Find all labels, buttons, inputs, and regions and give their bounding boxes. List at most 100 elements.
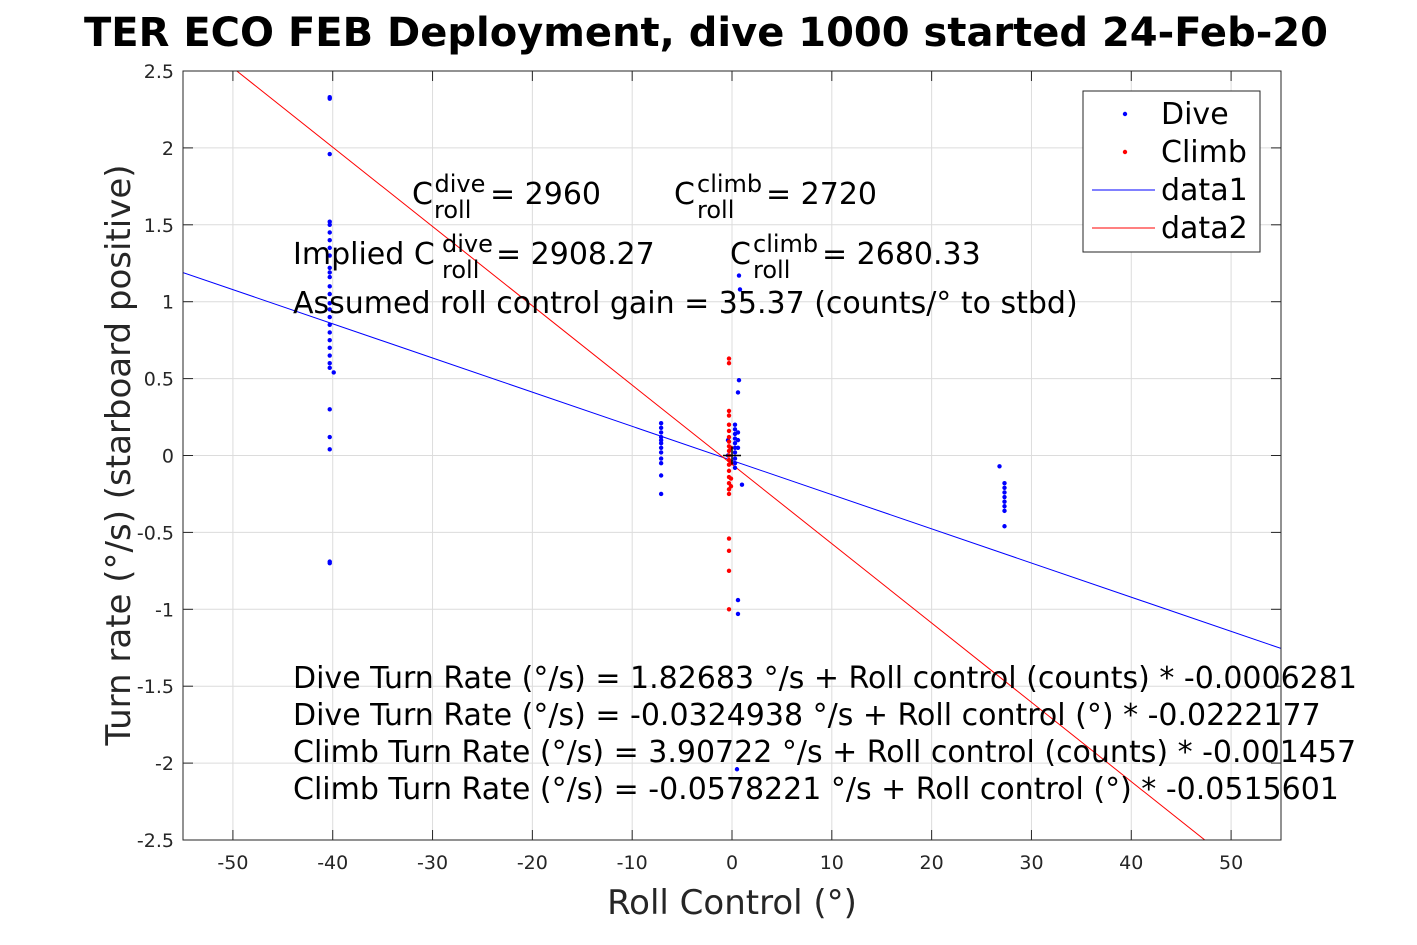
y-tick-label: -1: [155, 599, 174, 621]
climb-point: [726, 413, 732, 418]
y-tick-label: 0.5: [144, 369, 174, 391]
dive-point: [327, 270, 332, 275]
dive-point: [739, 482, 745, 487]
dive-point: [732, 460, 738, 466]
dive-point: [658, 450, 664, 455]
dive-point: [1002, 494, 1007, 500]
climb-point: [726, 356, 732, 361]
y-tick-label: 0: [162, 446, 174, 468]
dive-point: [327, 560, 332, 566]
dive-point: [327, 307, 332, 312]
dive-point: [735, 445, 741, 451]
dive-point: [327, 245, 332, 251]
y-tick-label: 2.5: [144, 61, 174, 83]
dive-point: [327, 447, 332, 452]
dive-point: [327, 265, 332, 271]
y-tick-label: -2: [155, 753, 174, 775]
dive-point: [658, 437, 664, 443]
dive-point: [732, 422, 738, 427]
climb-point: [726, 468, 732, 474]
dive-point: [658, 473, 664, 478]
legend: Dive Climb data1 data2: [1082, 90, 1261, 253]
y-tick-label: -0.5: [137, 522, 174, 544]
dive-point: [1002, 524, 1007, 529]
roll-gain-annotation: Assumed roll control gain = 35.37 (count…: [293, 286, 1078, 321]
dive-point: [658, 456, 664, 461]
dive-point: [327, 314, 332, 320]
dive-point: [327, 96, 332, 101]
dive-point: [736, 377, 742, 383]
chart-title: TER ECO FEB Deployment, dive 1000 starte…: [84, 10, 1328, 56]
dive-point: [658, 434, 664, 440]
dive-point: [735, 611, 741, 617]
y-axis-label: Turn rate (°/s) (starboard positive): [99, 164, 139, 746]
data-points: [327, 94, 1007, 772]
c-roll-climb-annotation: C climb roll = 2720: [674, 165, 877, 226]
x-axis-label: Roll Control (°): [607, 883, 857, 923]
dive-point: [327, 222, 332, 227]
fit-line-3: Climb Turn Rate (°/s) = 3.90722 °/s + Ro…: [293, 735, 1356, 770]
fit-line-1: Dive Turn Rate (°/s) = 1.82683 °/s + Rol…: [293, 661, 1357, 696]
fit-line-4: Climb Turn Rate (°/s) = -0.0578221 °/s +…: [293, 772, 1339, 807]
climb-point: [726, 428, 732, 434]
axis-ticks: -50 -40 -30 -20 -10 0 10 20 30 40 50 2.5 2 1.5 1 0.5 0 -0…: [137, 61, 1281, 874]
legend-climb-swatch: [1122, 149, 1128, 155]
dive-point: [327, 337, 332, 343]
dive-point: [732, 427, 738, 432]
dive-point: [732, 450, 738, 455]
dive-point: [1002, 485, 1007, 490]
dive-point: [327, 230, 332, 235]
dive-point: [658, 425, 664, 431]
dive-point: [327, 219, 332, 224]
climb-point: [728, 476, 734, 481]
annotations: C dive roll = 2960 C climb roll = 2720 I…: [293, 165, 1357, 807]
dive-point: [327, 330, 332, 335]
dive-point: [327, 237, 332, 243]
implied-c-roll-dive-annotation: Implied C dive roll = 2908.27: [293, 225, 655, 286]
y-tick-label: 2: [162, 138, 174, 160]
x-tick-label: 40: [1119, 852, 1143, 874]
dive-point: [732, 465, 738, 471]
climb-point: [726, 439, 732, 444]
dive-point: [327, 434, 332, 440]
dive-point: [327, 322, 332, 327]
y-tick-label: -2.5: [137, 830, 174, 852]
x-tick-label: -20: [517, 852, 548, 874]
climb-point: [728, 484, 734, 489]
dive-point: [658, 460, 664, 466]
dive-point: [734, 767, 740, 772]
x-tick-label: 30: [1019, 852, 1043, 874]
origin-marker: [723, 446, 741, 465]
dive-point: [658, 491, 664, 497]
dive-point: [327, 253, 332, 258]
climb-point: [726, 536, 732, 541]
dive-point: [327, 353, 332, 358]
x-tick-label: -10: [617, 852, 648, 874]
dive-point: [331, 370, 336, 375]
dive-point: [737, 287, 743, 292]
dive-point: [327, 291, 332, 297]
y-tick-label: -1.5: [137, 676, 174, 698]
dive-point: [327, 345, 332, 351]
c-roll-dive-annotation: C dive roll = 2960: [412, 165, 601, 226]
dive-point: [1002, 508, 1007, 514]
legend-dive-swatch: [1122, 111, 1128, 117]
dive-point: [732, 440, 738, 446]
dive-point: [732, 456, 738, 461]
dive-point: [658, 430, 664, 435]
climb-point: [726, 408, 732, 414]
x-tick-label: -40: [317, 852, 348, 874]
plot-frame: [182, 70, 1282, 841]
x-tick-label: -30: [417, 852, 448, 874]
y-tick-label: 1: [162, 292, 174, 314]
climb-point: [726, 548, 732, 554]
dive-point: [735, 437, 741, 443]
legend-data1-label: data1: [1161, 173, 1248, 208]
dive-point: [327, 365, 332, 371]
climb-point: [726, 568, 732, 574]
dive-point: [327, 274, 332, 280]
dive-point: [658, 445, 664, 451]
dive-point: [327, 284, 332, 289]
dive-point: [327, 407, 332, 412]
